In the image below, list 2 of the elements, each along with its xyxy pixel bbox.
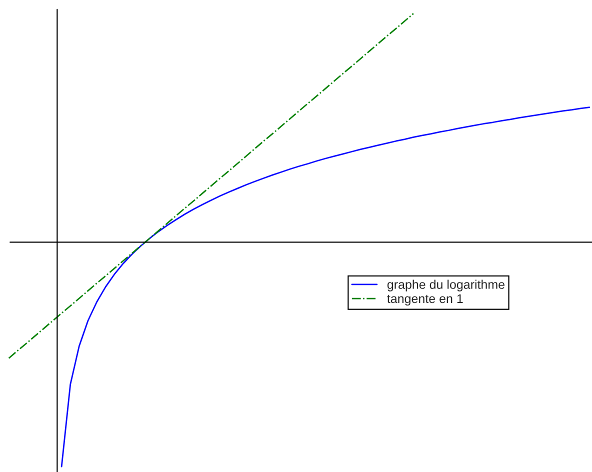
legend-label: tangente en 1 xyxy=(387,294,463,306)
legend-label: graphe du logarithme xyxy=(387,280,504,292)
